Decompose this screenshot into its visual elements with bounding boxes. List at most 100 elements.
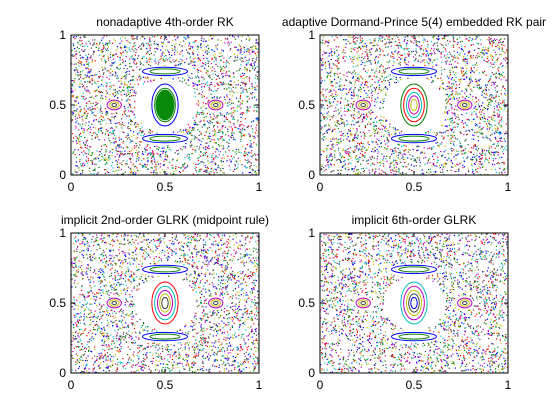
data-point [149,130,151,132]
data-point [121,151,123,153]
data-point [399,77,401,79]
data-point [352,102,355,104]
data-point [75,110,77,112]
data-point [199,59,202,62]
data-point [471,129,474,131]
data-point [124,113,126,115]
data-point [327,161,329,163]
data-point [369,59,371,62]
data-point [238,128,240,130]
data-point [335,137,337,140]
data-point [91,112,93,114]
data-point [397,47,400,49]
data-point [124,107,126,109]
data-point [371,100,373,102]
data-point [87,149,90,151]
data-point [196,84,198,87]
data-point [429,168,432,170]
data-point [149,132,151,134]
data-point [141,131,143,133]
data-point [240,49,242,52]
data-point [371,150,373,152]
data-point [229,94,231,96]
data-point [72,43,74,45]
data-point [398,144,400,146]
data-point [334,98,336,100]
data-point [350,114,352,116]
data-point [473,156,475,158]
data-point [347,71,350,73]
data-point [366,84,368,86]
data-point [457,99,459,101]
data-point [455,91,457,93]
data-point [385,68,387,70]
data-point [86,156,88,158]
data-point [81,151,83,153]
data-point [73,69,75,71]
band-island-curve [141,133,189,144]
data-point [380,116,382,118]
data-point [410,164,412,166]
data-point [455,76,457,78]
data-point [458,118,460,121]
data-point [452,143,455,145]
data-point [233,170,235,172]
data-point [434,153,436,155]
data-point [501,37,503,40]
data-point [457,153,459,155]
data-point [191,73,193,75]
data-point [139,128,141,130]
data-point [161,147,163,149]
data-point [78,167,80,169]
data-point [440,77,442,79]
data-point [80,110,82,112]
data-point [187,35,189,37]
data-point [91,96,93,98]
data-point [420,55,422,57]
data-point [406,166,408,168]
data-point [361,40,363,43]
data-point [98,76,100,78]
data-point [480,118,482,121]
data-point [136,155,138,157]
data-point [83,131,85,134]
data-point [355,172,357,175]
data-point [353,146,355,148]
data-point [490,54,492,56]
data-point [342,57,344,59]
data-point [155,168,157,170]
data-point [407,54,410,56]
data-point [358,78,360,80]
data-point [188,154,190,156]
data-point [383,157,385,159]
data-point [435,142,437,144]
data-point [106,44,108,46]
data-point [148,45,151,47]
data-point [155,163,157,165]
data-point [469,78,471,80]
data-point [110,68,112,70]
data-point [495,89,497,91]
data-point [245,89,248,91]
data-point [233,109,235,112]
data-point [118,144,120,146]
data-point [206,97,208,99]
data-point [142,131,144,133]
data-point [165,58,167,60]
data-point [192,162,194,164]
data-point [88,128,90,130]
data-point [215,46,217,48]
data-point [255,42,257,44]
data-point [241,164,243,166]
data-point [488,151,490,153]
data-point [239,49,242,51]
data-point [204,169,207,172]
data-point [413,165,415,167]
data-point [165,36,167,38]
data-point [184,166,186,168]
data-point [472,170,474,172]
data-point [104,133,106,135]
data-point [447,43,449,45]
data-point [144,38,146,40]
data-point [484,160,486,162]
